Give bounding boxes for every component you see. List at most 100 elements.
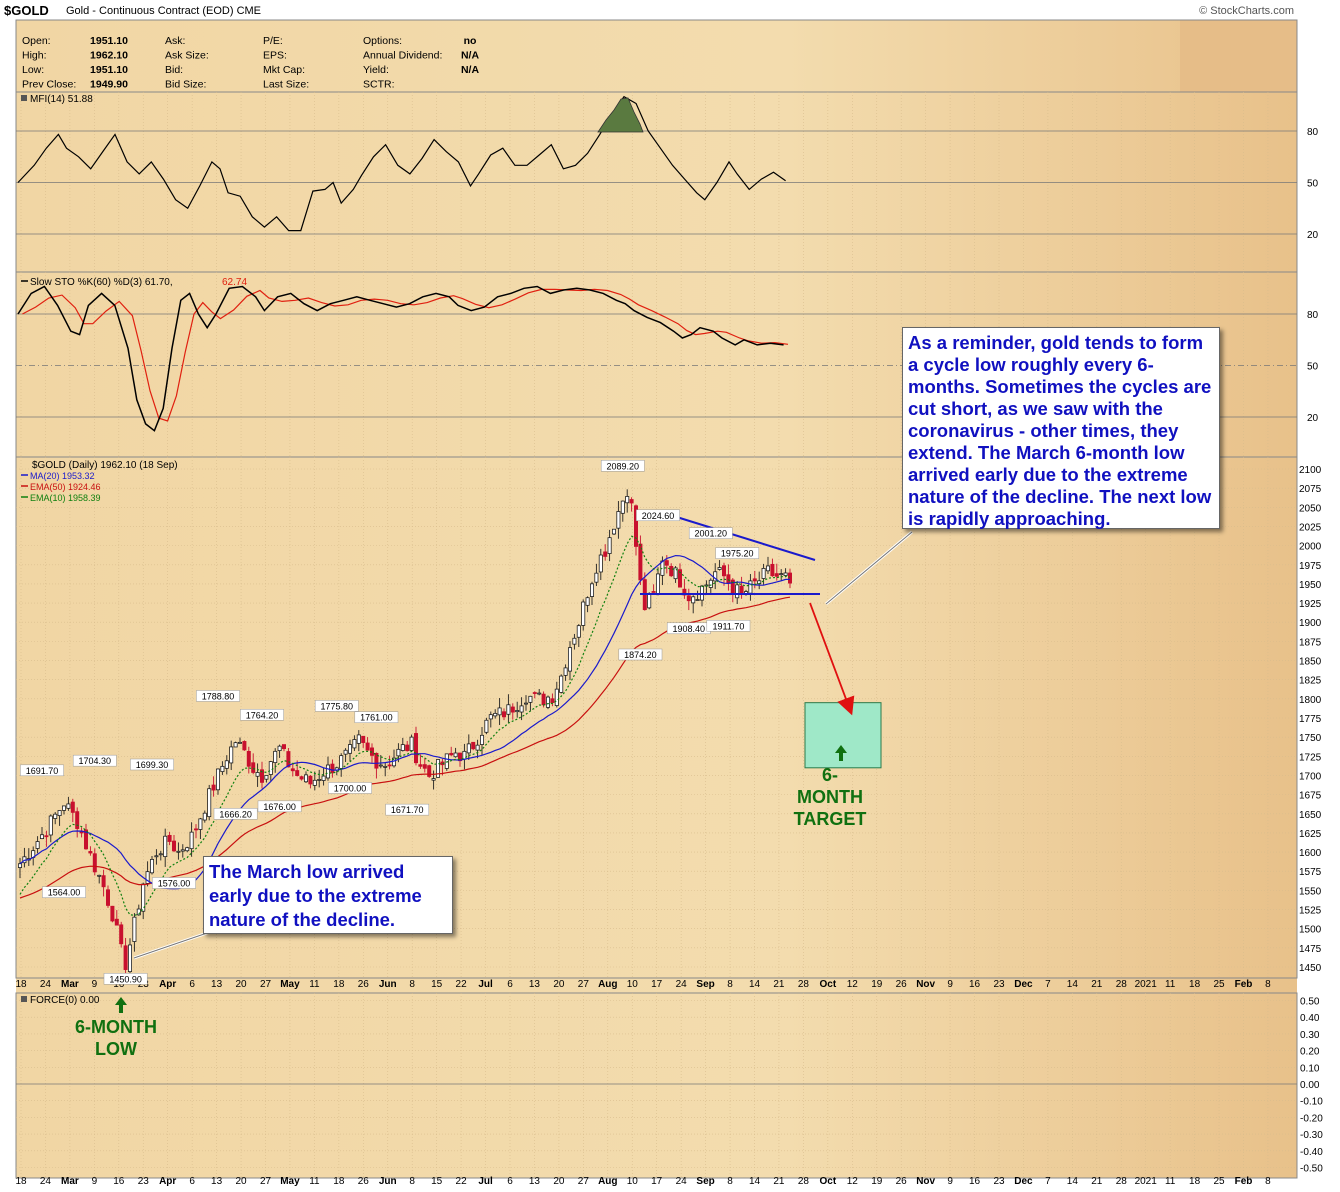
candle-body (198, 818, 203, 830)
candle-body (638, 543, 643, 581)
quote-label: Prev Close: (22, 79, 76, 91)
x-axis-label: 21 (773, 979, 785, 990)
candle-body (770, 563, 775, 577)
price-label: 1764.20 (246, 710, 279, 720)
x-axis-label: 2021 (1135, 979, 1158, 990)
price-label: 1691.70 (26, 766, 59, 776)
candle-body (110, 905, 115, 922)
candle-body (255, 772, 260, 777)
force-tick-label: 0.10 (1300, 1063, 1320, 1074)
candle-body (678, 569, 683, 588)
price-label: 1704.30 (79, 756, 112, 766)
price-label-box (42, 886, 86, 898)
x-axis-label: 23 (993, 979, 1005, 990)
quote-value: 1962.10 (90, 50, 128, 62)
candle-body (708, 579, 713, 588)
candle-body (53, 813, 58, 819)
quote-label: Mkt Cap: (263, 64, 305, 76)
candle-body (594, 572, 599, 583)
x-axis-label: 7 (1045, 979, 1051, 990)
candle-body (224, 760, 229, 769)
force-tick-label: 0.30 (1300, 1030, 1320, 1041)
x-axis-label: 22 (456, 1176, 468, 1187)
x-axis-label: 14 (1067, 979, 1079, 990)
low-up-arrow (115, 997, 127, 1013)
copyright-credit[interactable]: © StockCharts.com (1199, 5, 1294, 17)
x-axis-label: 13 (211, 979, 223, 990)
candle-body (546, 696, 551, 708)
x-axis-label: 9 (92, 979, 98, 990)
sto-tick-label: 50 (1307, 362, 1319, 373)
candle-body (726, 574, 731, 584)
candle-body (427, 765, 432, 777)
price-label-box (20, 764, 64, 777)
candle-body (761, 567, 766, 579)
candle-body (237, 741, 242, 744)
mfi-tick-label: 80 (1307, 127, 1319, 138)
x-axis-label: 11 (1165, 979, 1176, 990)
candle-body (695, 599, 700, 601)
force-tick-label: 0.50 (1300, 997, 1320, 1008)
candle-body (475, 744, 480, 751)
x-axis-label: Feb (1235, 979, 1253, 990)
x-axis-label: Nov (916, 979, 935, 990)
quote-label: Last Size: (263, 79, 309, 91)
candle-body (493, 712, 498, 717)
candle-body (365, 742, 370, 751)
x-axis-label: 14 (749, 1176, 761, 1187)
price-tick-label: 1950 (1299, 580, 1322, 591)
candle-body (559, 675, 564, 693)
candle-body (686, 595, 691, 602)
price-label-box (213, 808, 258, 820)
x-axis-label: 8 (409, 1176, 415, 1187)
candle-body (752, 578, 757, 582)
x-axis-label: 9 (947, 979, 953, 990)
candle-body (106, 889, 111, 906)
force-tick-label: 0.20 (1300, 1047, 1320, 1058)
candle-body (215, 768, 220, 791)
x-axis-label: 18 (1189, 1176, 1201, 1187)
candle-body (783, 572, 788, 576)
force-tick-label: 0.00 (1300, 1080, 1320, 1091)
x-axis-label: 18 (1189, 979, 1201, 990)
candle-body (422, 764, 427, 769)
x-axis-label: 6 (189, 979, 195, 990)
candle-body (325, 764, 330, 779)
candle-body (290, 768, 295, 772)
candle-body (466, 743, 471, 754)
cycle-reminder-callout: As a reminder, gold tends to form a cycl… (902, 327, 1220, 529)
candle-body (519, 705, 524, 713)
candle-body (101, 875, 106, 888)
quote-label: EPS: (263, 50, 287, 62)
candle-body (524, 702, 529, 705)
x-axis-label: 21 (773, 1176, 785, 1187)
candle-body (435, 759, 440, 778)
quote-label: Bid Size: (165, 79, 206, 91)
price-tick-label: 2100 (1299, 465, 1322, 476)
candle-body (211, 784, 216, 791)
price-label-box (354, 711, 399, 723)
candle-body (57, 810, 62, 816)
candle-body (479, 734, 484, 745)
candle-body (532, 692, 537, 694)
x-axis-label: 18 (15, 1176, 27, 1187)
x-axis-label: 22 (456, 979, 468, 990)
x-axis-label: 26 (358, 1176, 370, 1187)
candle-body (233, 742, 238, 748)
quote-label: Open: (22, 35, 51, 47)
x-axis-label: Jul (478, 1176, 493, 1187)
quote-value: 1951.10 (90, 64, 128, 76)
candle-body (154, 855, 159, 858)
candle-body (62, 805, 67, 811)
price-tick-label: 1475 (1299, 944, 1322, 955)
candle-body (576, 625, 581, 638)
x-axis-label: 20 (235, 1176, 247, 1187)
quote-label: Ask Size: (165, 50, 209, 62)
x-axis-label: 21 (1091, 979, 1103, 990)
x-axis-label: 16 (969, 979, 981, 990)
x-axis-label: 15 (431, 1176, 443, 1187)
mfi-tick-label: 20 (1307, 230, 1319, 241)
price-tick-label: 1875 (1299, 637, 1322, 648)
mfi-label: MFI(14) 51.88 (30, 94, 93, 105)
candle-body (123, 945, 128, 970)
